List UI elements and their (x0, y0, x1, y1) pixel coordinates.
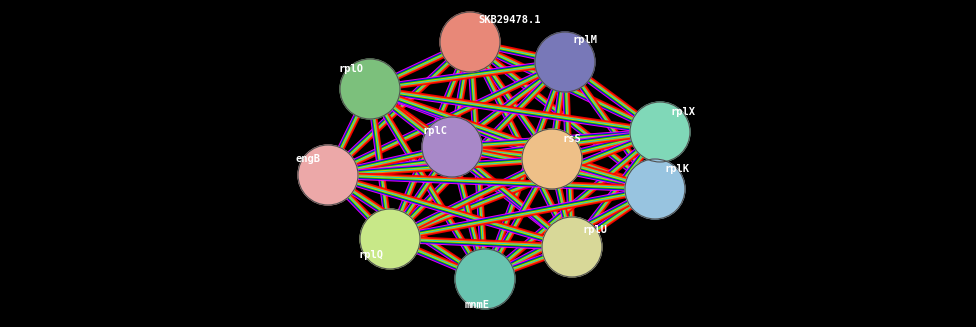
Text: rplQ: rplQ (358, 250, 383, 260)
Circle shape (535, 32, 595, 92)
Text: rplC: rplC (422, 126, 447, 136)
Text: rsS: rsS (562, 134, 581, 144)
Text: rplM: rplM (572, 35, 597, 45)
Circle shape (630, 102, 690, 162)
Circle shape (542, 217, 602, 277)
Circle shape (298, 145, 358, 205)
Circle shape (340, 59, 400, 119)
Text: SKB29478.1: SKB29478.1 (478, 15, 541, 25)
Circle shape (440, 12, 500, 72)
Text: rplX: rplX (670, 107, 695, 117)
Text: rplU: rplU (582, 225, 607, 235)
Text: mnmE: mnmE (465, 300, 490, 310)
Text: engB: engB (295, 154, 320, 164)
Circle shape (522, 129, 582, 189)
Circle shape (625, 159, 685, 219)
Circle shape (455, 249, 515, 309)
Circle shape (360, 209, 420, 269)
Text: rplO: rplO (338, 64, 363, 74)
Text: rplK: rplK (665, 164, 690, 174)
Circle shape (422, 117, 482, 177)
